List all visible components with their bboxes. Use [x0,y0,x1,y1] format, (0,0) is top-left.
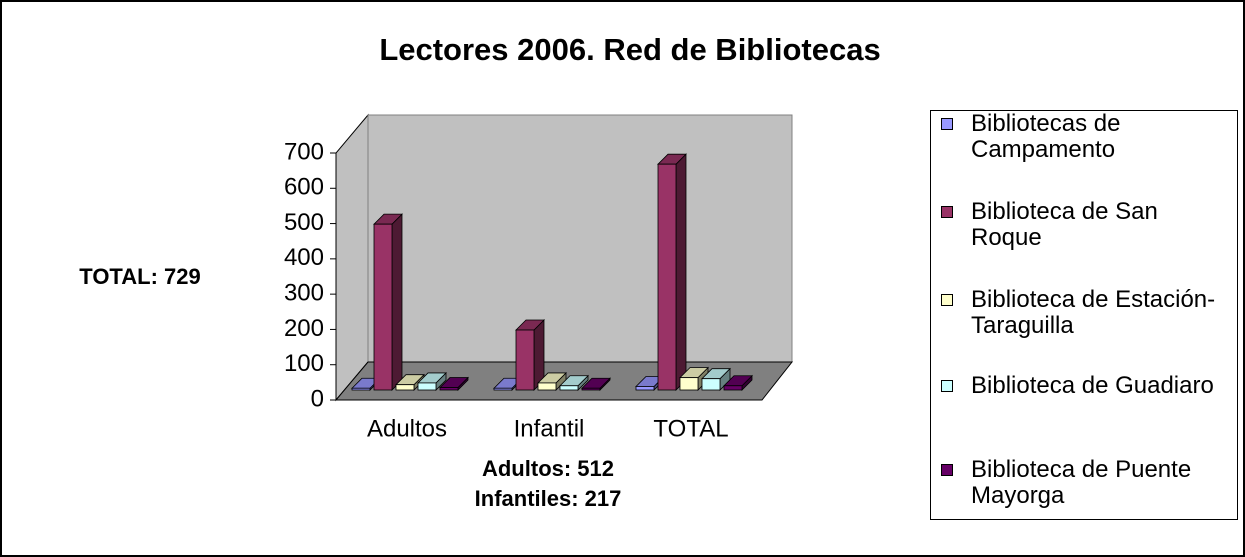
bar [581,387,601,391]
bar-side [391,213,403,391]
bar [679,377,699,391]
legend-swatch [941,206,953,218]
x-tick-label: TOTAL [653,415,728,442]
legend-label: Biblioteca de Puente Mayorga [971,456,1192,509]
chart-title: Lectores 2006. Red de Bibliotecas [379,32,880,67]
bar [395,384,415,391]
bar [559,385,579,391]
side-wall [335,113,369,402]
y-tick-label: 500 [284,209,324,236]
legend-swatch [941,118,953,130]
bar [635,386,655,391]
bar [351,387,371,391]
y-tick-label: 100 [284,350,324,377]
bar [439,387,459,391]
x-tick-label: Infantil [514,415,585,442]
legend-swatch [941,294,953,306]
back-wall [367,114,793,363]
legend-label: Biblioteca de San Roque [971,198,1158,251]
bar [417,382,437,391]
bar [701,378,721,391]
legend-label: Biblioteca de Guadiaro [971,372,1214,399]
y-tick-label: 600 [284,174,324,201]
bar [515,329,535,391]
legend-swatch [941,380,953,392]
legend-label: Biblioteca de Estación-Taraguilla [971,286,1216,339]
legend-swatch [941,464,953,476]
y-tick-label: 300 [284,279,324,306]
annotation: Infantiles: 217 [475,486,622,511]
legend-label: Bibliotecas de Campamento [971,110,1121,163]
bar [537,382,557,391]
bar [493,387,513,391]
annotation: TOTAL: 729 [79,264,200,289]
bar-side [675,153,687,391]
x-tick-label: Adultos [367,415,447,442]
bar [657,163,677,391]
y-tick-label: 400 [284,244,324,271]
bar [723,385,743,391]
legend: Bibliotecas de Campamento Biblioteca de S… [930,110,1238,520]
y-tick-label: 700 [284,138,324,165]
annotation: Adultos: 512 [482,456,614,481]
bar [373,223,393,391]
y-tick-label: 0 [311,385,324,412]
y-tick-label: 200 [284,315,324,342]
